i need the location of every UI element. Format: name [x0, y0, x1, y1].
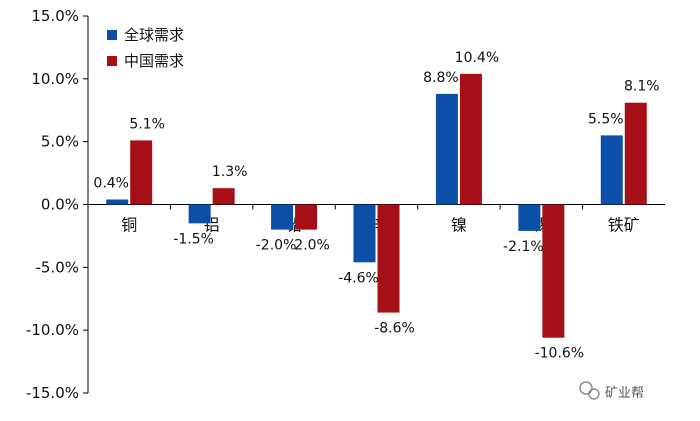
- y-tick-label: -5.0%: [35, 258, 79, 276]
- category-label: 镍: [451, 216, 467, 235]
- data-label: 5.5%: [588, 111, 624, 127]
- bar-global: [600, 135, 623, 205]
- y-tick-label: 5.0%: [41, 133, 79, 151]
- y-tick-label: -10.0%: [26, 321, 79, 339]
- data-label: -2.1%: [503, 239, 544, 255]
- bar-global: [106, 199, 129, 205]
- data-label: -1.5%: [173, 231, 214, 247]
- y-tick-label: 15.0%: [31, 7, 79, 25]
- data-label: -2.0%: [256, 238, 297, 254]
- bar-global: [435, 93, 458, 205]
- bar-china: [295, 204, 318, 230]
- y-tick-label: -15.0%: [26, 384, 79, 402]
- data-label: 10.4%: [455, 50, 499, 66]
- category-label: 铜: [121, 216, 137, 235]
- wechat-icon: [579, 381, 600, 400]
- data-label: 8.1%: [624, 79, 660, 95]
- data-label: 2.0%: [294, 238, 330, 254]
- legend-label: 中国需求: [124, 52, 184, 70]
- bar-china: [212, 188, 235, 205]
- legend-swatch: [107, 56, 117, 66]
- watermark: 矿业帮: [579, 381, 644, 401]
- bar-global: [518, 204, 541, 231]
- data-label: 5.1%: [129, 116, 165, 132]
- data-label: 0.4%: [93, 175, 129, 191]
- bar-china: [542, 204, 565, 338]
- y-tick-label: 10.0%: [31, 70, 79, 88]
- data-label: -10.6%: [535, 346, 585, 362]
- data-label: 8.8%: [423, 70, 459, 86]
- bar-china: [377, 204, 400, 313]
- legend-swatch: [107, 30, 117, 40]
- category-label: 铁矿: [608, 216, 640, 235]
- data-label: 1.3%: [212, 164, 248, 180]
- bar-china: [459, 73, 482, 205]
- data-label: -4.6%: [338, 270, 379, 286]
- chart-data-labels: 0.4% -1.5% -2.0% -4.6% 8.8% -2.1% 5.5% 5.1% 1.3%…: [93, 50, 659, 362]
- bar-china: [130, 140, 153, 205]
- y-tick-label: 0.0%: [41, 196, 79, 214]
- watermark-text: 矿业帮: [605, 386, 644, 401]
- bar-china: [624, 102, 647, 205]
- bar-global: [188, 204, 211, 224]
- bar-global: [271, 204, 294, 230]
- chart-bars: [106, 73, 647, 338]
- bar-global: [353, 204, 376, 263]
- data-label: -8.6%: [374, 321, 415, 337]
- legend-label: 全球需求: [124, 26, 184, 44]
